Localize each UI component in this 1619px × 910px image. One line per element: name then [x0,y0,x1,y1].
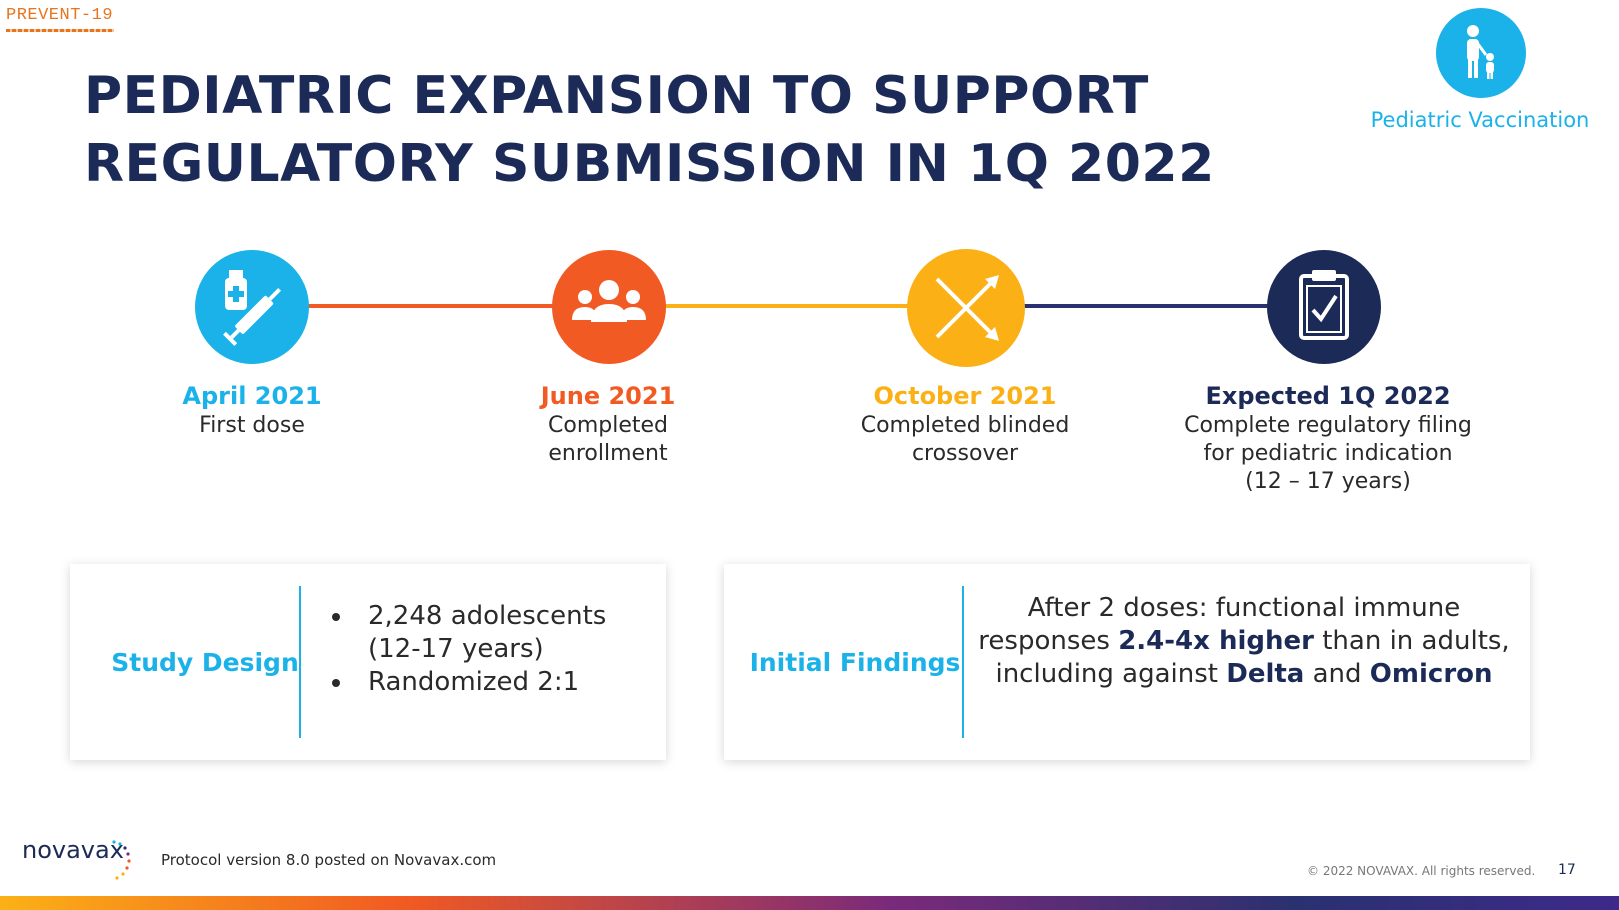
findings-emphasis: 2.4-4x higher [1118,626,1314,656]
prevent-19-logo-text: PREVENT-19 [6,6,114,25]
milestone-expected-1q-2022: Expected 1Q 2022 Complete regulatory fil… [1158,380,1498,496]
title-line-2: REGULATORY SUBMISSION IN 1Q 2022 [84,134,1215,194]
milestone-date: Expected 1Q 2022 [1205,382,1451,410]
findings-text-part: than in adults, including against [995,626,1510,689]
milestone-desc: Completed blinded [860,413,1070,438]
clipboard-check-icon [1267,250,1381,364]
vaccine-syringe-icon [195,250,309,364]
pediatric-vaccination-icon [1436,8,1526,98]
initial-findings-card: Initial Findings After 2 doses: function… [724,564,1530,760]
study-design-heading: Study Design [111,647,299,677]
card-divider [299,586,301,738]
milestone-date: June 2021 [540,382,676,410]
card-divider [962,586,964,738]
copyright-notice: © 2022 NOVAVAX. All rights reserved. [1307,864,1536,878]
study-design-bullet: Randomized 2:1 [354,666,666,699]
milestone-october-2021: October 2021 Completed blinded crossover [795,380,1135,468]
novavax-logo: novavax [22,836,124,864]
timeline-connector-3 [1024,304,1272,308]
milestone-desc: First dose [199,413,305,438]
findings-text-part: After 2 doses: functional immune respons… [978,593,1461,656]
milestone-date: April 2021 [182,382,322,410]
timeline-connector-2 [664,304,912,308]
milestone-desc: (12 – 17 years) [1245,469,1411,494]
milestone-desc: Completed [548,413,668,438]
milestone-june-2021: June 2021 Completed enrollment [438,380,778,468]
protocol-note: Protocol version 8.0 posted on Novavax.c… [161,851,497,869]
study-design-bullet: 2,248 adolescents (12-17 years) [354,600,666,666]
title-line-1: PEDIATRIC EXPANSION TO SUPPORT [84,66,1149,126]
crossover-arrows-icon [907,249,1025,367]
group-people-icon [552,250,666,364]
milestone-april-2021: April 2021 First dose [82,380,422,440]
milestone-desc: crossover [911,441,1019,466]
milestone-desc: for pediatric indication [1203,441,1453,466]
slide-title: PEDIATRIC EXPANSION TO SUPPORT REGULATOR… [84,62,1215,198]
footer-gradient-bar [0,896,1619,910]
prevent-19-logo-tagline [6,29,114,32]
study-design-list: 2,248 adolescents (12-17 years) Randomiz… [310,600,666,699]
pediatric-vaccination-label: Pediatric Vaccination [1370,108,1590,132]
findings-emphasis: Delta [1226,659,1305,689]
initial-findings-text: After 2 doses: functional immune respons… [974,592,1514,691]
prevent-19-logo: PREVENT-19 [6,6,126,40]
page-number: 17 [1558,862,1576,878]
milestone-desc: enrollment [548,441,668,466]
findings-text-part: and [1304,659,1370,689]
study-design-card: Study Design 2,248 adolescents (12-17 ye… [70,564,666,760]
milestone-desc: Complete regulatory filing [1184,413,1472,438]
findings-emphasis: Omicron [1369,659,1493,689]
milestone-date: October 2021 [873,382,1057,410]
timeline-connector-1 [300,304,556,308]
novavax-logo-dots [112,840,131,880]
initial-findings-heading: Initial Findings [749,647,961,677]
